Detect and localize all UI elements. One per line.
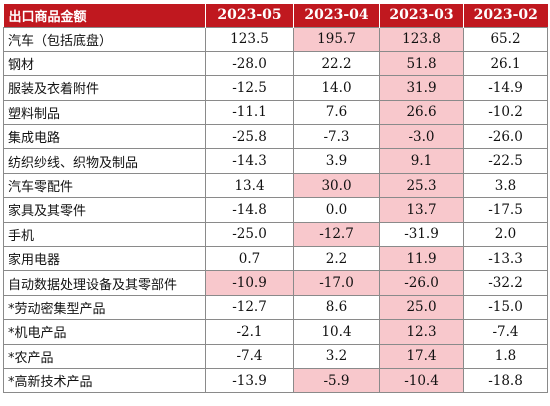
value-cell: 8.6 [293,294,380,321]
value-cell: -18.8 [463,367,548,394]
value-cell: -10.9 [205,270,294,296]
value-cell: -15.0 [463,294,548,321]
value-cell: 3.9 [293,148,380,174]
value-cell: 30.0 [293,172,380,199]
value-cell: -12.7 [293,221,380,248]
value-cell: 26.6 [379,99,464,126]
value-cell: 9.1 [379,148,464,174]
value-cell: -26.0 [463,124,548,150]
value-cell: 17.4 [379,343,464,369]
value-cell: -14.3 [205,148,294,174]
product-name-cell: 服装及衣着附件 [3,75,206,101]
value-cell: 123.5 [205,26,294,52]
table-row: 家用电器 0.7 2.2 11.9 -13.3 [3,246,548,272]
table-row: *农产品 -7.4 3.2 17.4 1.8 [3,343,548,369]
value-cell: 0.0 [293,197,380,223]
value-cell: -10.4 [379,367,464,394]
header-period: 2023-04 [293,4,380,27]
export-table-container: 出口商品金额 2023-05 2023-04 2023-03 2023-02 汽… [3,4,548,401]
table-row: 纺织纱线、织物及制品 -14.3 3.9 9.1 -22.5 [3,148,548,174]
table-row: 汽车（包括底盘） 123.5 195.7 123.8 65.2 [3,26,548,52]
value-cell: 22.2 [293,50,380,77]
value-cell: 2.0 [463,221,548,248]
table-row: 自动数据处理设备及其零部件 -10.9 -17.0 -26.0 -32.2 [3,270,548,296]
table-row: 集成电路 -25.8 -7.3 -3.0 -26.0 [3,124,548,150]
table-row: 塑料制品 -11.1 7.6 26.6 -10.2 [3,99,548,126]
value-cell: -2.1 [205,319,294,345]
product-name-cell: 纺织纱线、织物及制品 [3,148,206,174]
value-cell: -5.9 [293,367,380,394]
product-name-cell: *机电产品 [3,319,206,345]
value-cell: 123.8 [379,26,464,52]
value-cell: 26.1 [463,50,548,77]
export-amount-table: 出口商品金额 2023-05 2023-04 2023-03 2023-02 汽… [3,4,548,394]
value-cell: -13.3 [463,246,548,272]
value-cell: -22.5 [463,148,548,174]
value-cell: -7.4 [205,343,294,369]
value-cell: -25.0 [205,221,294,248]
table-row: 服装及衣着附件 -12.5 14.0 31.9 -14.9 [3,75,548,101]
header-period: 2023-03 [379,4,464,27]
value-cell: 11.9 [379,246,464,272]
value-cell: -3.0 [379,124,464,150]
table-row: 汽车零配件 13.4 30.0 25.3 3.8 [3,172,548,199]
product-name-cell: *劳动密集型产品 [3,294,206,321]
value-cell: -26.0 [379,270,464,296]
table-row: *机电产品 -2.1 10.4 12.3 -7.4 [3,319,548,345]
value-cell: 14.0 [293,75,380,101]
product-name-cell: 家用电器 [3,246,206,272]
header-label: 出口商品金额 [3,4,206,27]
product-name-cell: 家具及其零件 [3,197,206,223]
product-name-cell: 塑料制品 [3,99,206,126]
value-cell: 7.6 [293,99,380,126]
product-name-cell: 汽车零配件 [3,172,206,199]
value-cell: -11.1 [205,99,294,126]
value-cell: 25.3 [379,172,464,199]
value-cell: 3.8 [463,172,548,199]
value-cell: 2.2 [293,246,380,272]
value-cell: 13.4 [205,172,294,199]
product-name-cell: *农产品 [3,343,206,369]
value-cell: -14.8 [205,197,294,223]
value-cell: -25.8 [205,124,294,150]
value-cell: 13.7 [379,197,464,223]
value-cell: 0.7 [205,246,294,272]
product-name-cell: 汽车（包括底盘） [3,26,206,52]
value-cell: -17.5 [463,197,548,223]
table-row: 家具及其零件 -14.8 0.0 13.7 -17.5 [3,197,548,223]
value-cell: -32.2 [463,270,548,296]
header-period: 2023-02 [463,4,548,27]
value-cell: -12.5 [205,75,294,101]
value-cell: 51.8 [379,50,464,77]
value-cell: -13.9 [205,367,294,394]
value-cell: -17.0 [293,270,380,296]
value-cell: -14.9 [463,75,548,101]
value-cell: 12.3 [379,319,464,345]
value-cell: -7.4 [463,319,548,345]
table-body: 汽车（包括底盘） 123.5 195.7 123.8 65.2 钢材 -28.0 22.2 51… [3,26,548,394]
table-row: 手机 -25.0 -12.7 -31.9 2.0 [3,221,548,248]
product-name-cell: 集成电路 [3,124,206,150]
table-header-row: 出口商品金额 2023-05 2023-04 2023-03 2023-02 [3,4,548,27]
value-cell: 31.9 [379,75,464,101]
value-cell: 65.2 [463,26,548,52]
table-row: *劳动密集型产品 -12.7 8.6 25.0 -15.0 [3,294,548,321]
value-cell: -12.7 [205,294,294,321]
value-cell: 1.8 [463,343,548,369]
product-name-cell: 钢材 [3,50,206,77]
header-period: 2023-05 [205,4,294,27]
product-name-cell: *高新技术产品 [3,367,206,394]
value-cell: 195.7 [293,26,380,52]
value-cell: 25.0 [379,294,464,321]
value-cell: -7.3 [293,124,380,150]
product-name-cell: 自动数据处理设备及其零部件 [3,270,206,296]
value-cell: -28.0 [205,50,294,77]
table-row: *高新技术产品 -13.9 -5.9 -10.4 -18.8 [3,367,548,394]
value-cell: 3.2 [293,343,380,369]
value-cell: -31.9 [379,221,464,248]
product-name-cell: 手机 [3,221,206,248]
value-cell: 10.4 [293,319,380,345]
table-row: 钢材 -28.0 22.2 51.8 26.1 [3,50,548,77]
value-cell: -10.2 [463,99,548,126]
